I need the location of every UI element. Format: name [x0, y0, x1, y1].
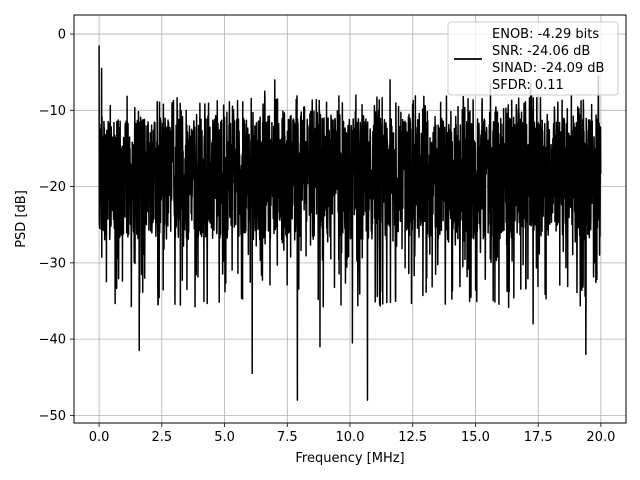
y-tick-label: −40: [39, 333, 66, 348]
x-tick-label: 17.5: [524, 430, 553, 445]
legend: ENOB: -4.29 bits SNR: -24.06 dB SINAD: -…: [447, 21, 619, 96]
y-tick-label: −20: [39, 180, 66, 195]
x-tick-label: 10.0: [336, 430, 365, 445]
legend-line-sinad: SINAD: -24.09 dB: [492, 61, 604, 76]
x-tick-label: 5.0: [214, 430, 235, 445]
legend-box: [447, 21, 619, 96]
x-tick-label: 12.5: [398, 430, 427, 445]
x-tick-label: 0.0: [89, 430, 110, 445]
axis-ticks: 0.0 2.5 5.0 7.5 10.0 12.5 15.0 17.5 20.0 0 −10 −20 −…: [39, 28, 616, 445]
legend-line-snr: SNR: -24.06 dB: [492, 44, 590, 59]
series-line: [98, 45, 602, 401]
y-axis-label: PSD [dB]: [14, 190, 29, 248]
x-tick-label: 7.5: [277, 430, 298, 445]
y-tick-label: 0: [58, 28, 66, 43]
x-tick-label: 20.0: [586, 430, 615, 445]
x-tick-label: 15.0: [461, 430, 490, 445]
y-tick-label: −50: [39, 409, 66, 424]
x-tick-label: 2.5: [151, 430, 172, 445]
legend-line-enob: ENOB: -4.29 bits: [492, 27, 599, 42]
x-axis-label: Frequency [MHz]: [295, 451, 404, 466]
y-tick-label: −30: [39, 256, 66, 271]
legend-line-sfdr: SFDR: 0.11: [492, 78, 564, 93]
y-tick-label: −10: [39, 104, 66, 119]
series-area: [98, 45, 602, 401]
